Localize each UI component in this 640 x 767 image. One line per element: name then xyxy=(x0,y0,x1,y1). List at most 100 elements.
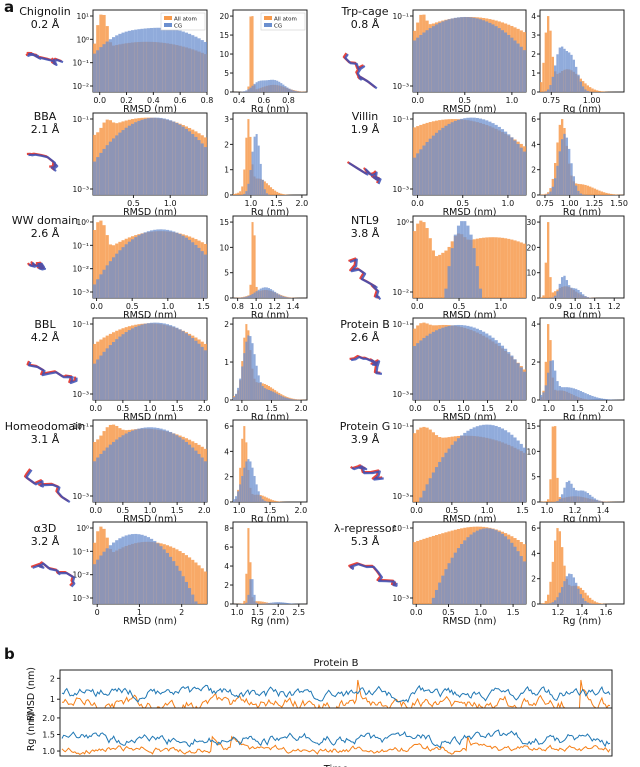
bar-cg xyxy=(124,332,128,400)
y-tick-label: 15 xyxy=(219,218,229,227)
plot-frame xyxy=(232,215,308,299)
y-tick-label: 0 xyxy=(224,294,229,303)
bar-cg xyxy=(118,250,122,298)
x-tick-label: 2.0 xyxy=(198,404,211,413)
y-tick-label: 10⁻³ xyxy=(72,288,89,297)
bar-cg xyxy=(584,89,587,92)
structure-cg xyxy=(349,258,382,300)
bar-cg xyxy=(118,33,122,92)
bar-cg xyxy=(478,425,483,502)
bar-cg xyxy=(112,138,116,195)
bar-all-atom xyxy=(551,56,554,92)
bar-cg xyxy=(504,536,508,604)
bar-cg xyxy=(108,545,112,604)
hist-rmsd-8 xyxy=(90,419,208,505)
protein-structure xyxy=(27,261,47,271)
bar-cg xyxy=(485,120,489,195)
bar-all-atom xyxy=(259,601,262,604)
bar-cg xyxy=(558,498,561,502)
bar-cg xyxy=(472,117,476,195)
bar-cg xyxy=(463,118,467,195)
bar-cg xyxy=(516,43,520,92)
y-axis-label: Rg (nm) xyxy=(26,713,37,751)
bar-cg xyxy=(194,450,198,502)
bar-cg xyxy=(93,461,97,502)
bar-cg xyxy=(579,391,582,400)
hist-rg-7 xyxy=(537,317,625,403)
bar-cg xyxy=(274,291,277,298)
bar-cg xyxy=(413,157,417,195)
x-tick-label: 0.0 xyxy=(411,199,424,208)
hist-rg-11 xyxy=(537,521,625,607)
bar-cg xyxy=(247,459,250,502)
bar-cg xyxy=(115,540,119,604)
bar-all-atom xyxy=(605,192,608,195)
bar-cg xyxy=(184,237,188,298)
bar-cg xyxy=(105,265,109,298)
y-tick-label: 10⁻² xyxy=(72,82,89,91)
bar-cg xyxy=(197,343,201,400)
bar-cg xyxy=(140,233,144,298)
bar-cg xyxy=(159,27,163,92)
bar-cg xyxy=(563,387,566,400)
bar-cg xyxy=(558,386,561,400)
hist-rg-8 xyxy=(230,419,308,505)
bar-all-atom xyxy=(582,590,585,604)
protein-rmsd: 1.9 Å xyxy=(350,123,380,136)
bar-cg xyxy=(178,124,182,195)
bar-cg xyxy=(551,76,554,92)
bar-cg xyxy=(108,261,112,298)
bar-cg xyxy=(282,602,285,604)
bar-cg xyxy=(600,398,603,400)
bar-all-atom xyxy=(547,594,550,604)
bar-all-atom xyxy=(612,194,615,195)
bar-cg xyxy=(593,396,596,400)
x-axis-label: RMSD (nm) xyxy=(123,104,177,115)
bar-cg xyxy=(169,556,173,604)
bar-cg xyxy=(500,345,505,400)
bar-cg xyxy=(270,602,273,604)
bar-cg xyxy=(475,266,479,298)
bar-cg xyxy=(568,480,571,502)
bar-cg xyxy=(519,443,523,502)
bar-cg xyxy=(259,163,262,195)
bar-cg xyxy=(191,338,195,400)
legend-swatch-all-atom xyxy=(264,16,272,20)
bar-cg xyxy=(169,120,173,195)
bar-cg xyxy=(115,135,119,195)
bar-cg xyxy=(519,147,523,195)
y-tick-label: 6 xyxy=(531,524,536,533)
bar-cg xyxy=(522,371,526,400)
bar-cg xyxy=(251,343,254,400)
x-axis-label: Rg (nm) xyxy=(251,310,289,321)
bar-cg xyxy=(472,532,476,604)
x-tick-label: 0.8 xyxy=(201,96,214,105)
bar-cg xyxy=(249,87,252,92)
bar-all-atom xyxy=(245,137,248,195)
bar-all-atom xyxy=(428,429,432,502)
hist-rg-9 xyxy=(537,419,625,505)
bar-cg xyxy=(257,145,260,195)
bar-cg xyxy=(513,437,517,502)
y-tick-label: 10⁻² xyxy=(72,265,89,274)
x-axis-label: RMSD (nm) xyxy=(443,616,497,627)
bar-cg xyxy=(253,354,256,400)
bar-all-atom xyxy=(482,237,486,298)
bar-cg xyxy=(565,387,568,400)
bar-cg xyxy=(121,536,125,604)
protein-structure xyxy=(350,464,384,481)
bar-all-atom xyxy=(288,297,291,298)
bar-all-atom xyxy=(413,231,417,298)
bar-cg xyxy=(134,29,138,93)
y-tick-label: 5 xyxy=(224,69,229,78)
bar-cg xyxy=(270,289,273,298)
bar-all-atom xyxy=(249,284,252,298)
bar-cg xyxy=(558,47,561,92)
bar-cg xyxy=(491,123,495,195)
y-tick-label: 10⁻³ xyxy=(392,594,409,603)
x-axis-label: RMSD (nm) xyxy=(443,104,497,115)
bar-cg xyxy=(519,46,523,92)
bar-cg xyxy=(577,490,580,502)
bar-all-atom xyxy=(598,603,601,604)
